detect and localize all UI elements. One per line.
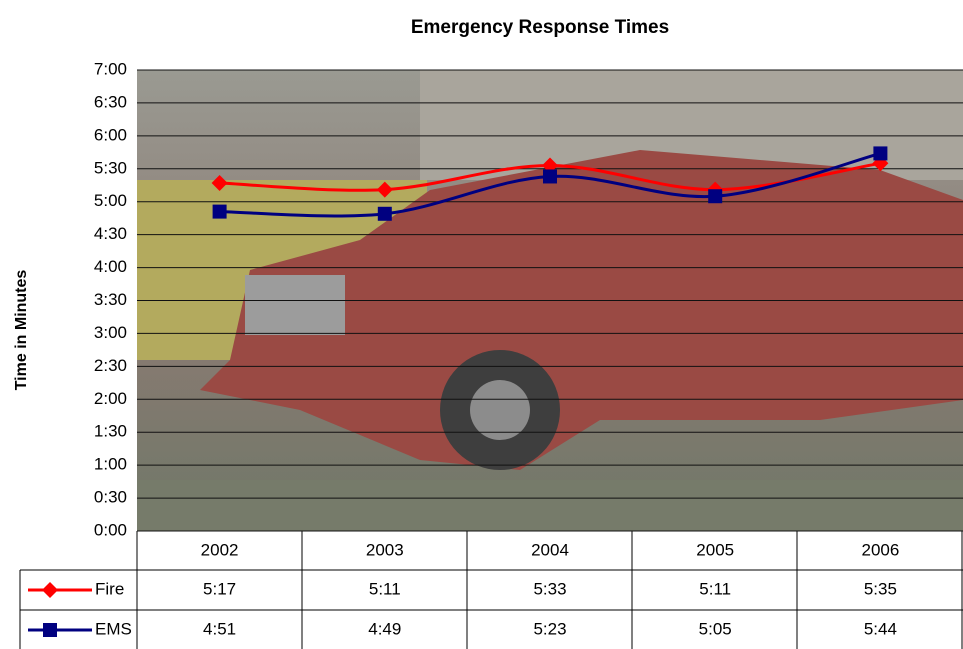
y-tick-label: 2:00 [94,389,127,408]
data-point [873,146,887,160]
y-tick-label: 5:30 [94,158,127,177]
legend-marker [43,623,57,637]
y-tick-label: 6:30 [94,92,127,111]
y-tick-label: 0:00 [94,520,127,539]
y-tick-label: 3:00 [94,323,127,342]
y-tick-label: 6:00 [94,125,127,144]
y-axis-title: Time in Minutes [13,270,30,391]
legend-marker [42,582,58,598]
y-tick-label: 4:30 [94,224,127,243]
y-tick-label: 5:00 [94,191,127,210]
x-tick-label: 2006 [861,540,899,559]
x-tick-label: 2002 [201,540,239,559]
data-point [708,189,722,203]
table-value: 5:05 [699,619,732,638]
data-table [20,531,963,649]
table-value: 5:35 [864,579,897,598]
table-value: 5:33 [533,579,566,598]
data-point [213,205,227,219]
y-tick-label: 7:00 [94,59,127,78]
y-tick-label: 1:00 [94,455,127,474]
data-point [378,207,392,221]
chart-title: Emergency Response Times [411,17,669,38]
x-tick-label: 2005 [696,540,734,559]
y-tick-label: 1:30 [94,422,127,441]
x-tick-label: 2003 [366,540,404,559]
x-tick-label: 2004 [531,540,569,559]
table-value: 5:17 [203,579,236,598]
y-tick-label: 3:30 [94,290,127,309]
data-point [543,169,557,183]
y-tick-label: 0:30 [94,488,127,507]
legend-label: EMS [95,619,132,638]
chart: Emergency Response Times Time in Minutes… [0,0,963,649]
table-value: 5:44 [864,619,897,638]
table-value: 4:51 [203,619,236,638]
table-value: 5:23 [533,619,566,638]
table-value: 4:49 [368,619,401,638]
table-value: 5:11 [699,579,731,598]
y-tick-label: 2:30 [94,356,127,375]
legend-label: Fire [95,579,124,598]
table-value: 5:11 [369,579,401,598]
y-tick-label: 4:00 [94,257,127,276]
